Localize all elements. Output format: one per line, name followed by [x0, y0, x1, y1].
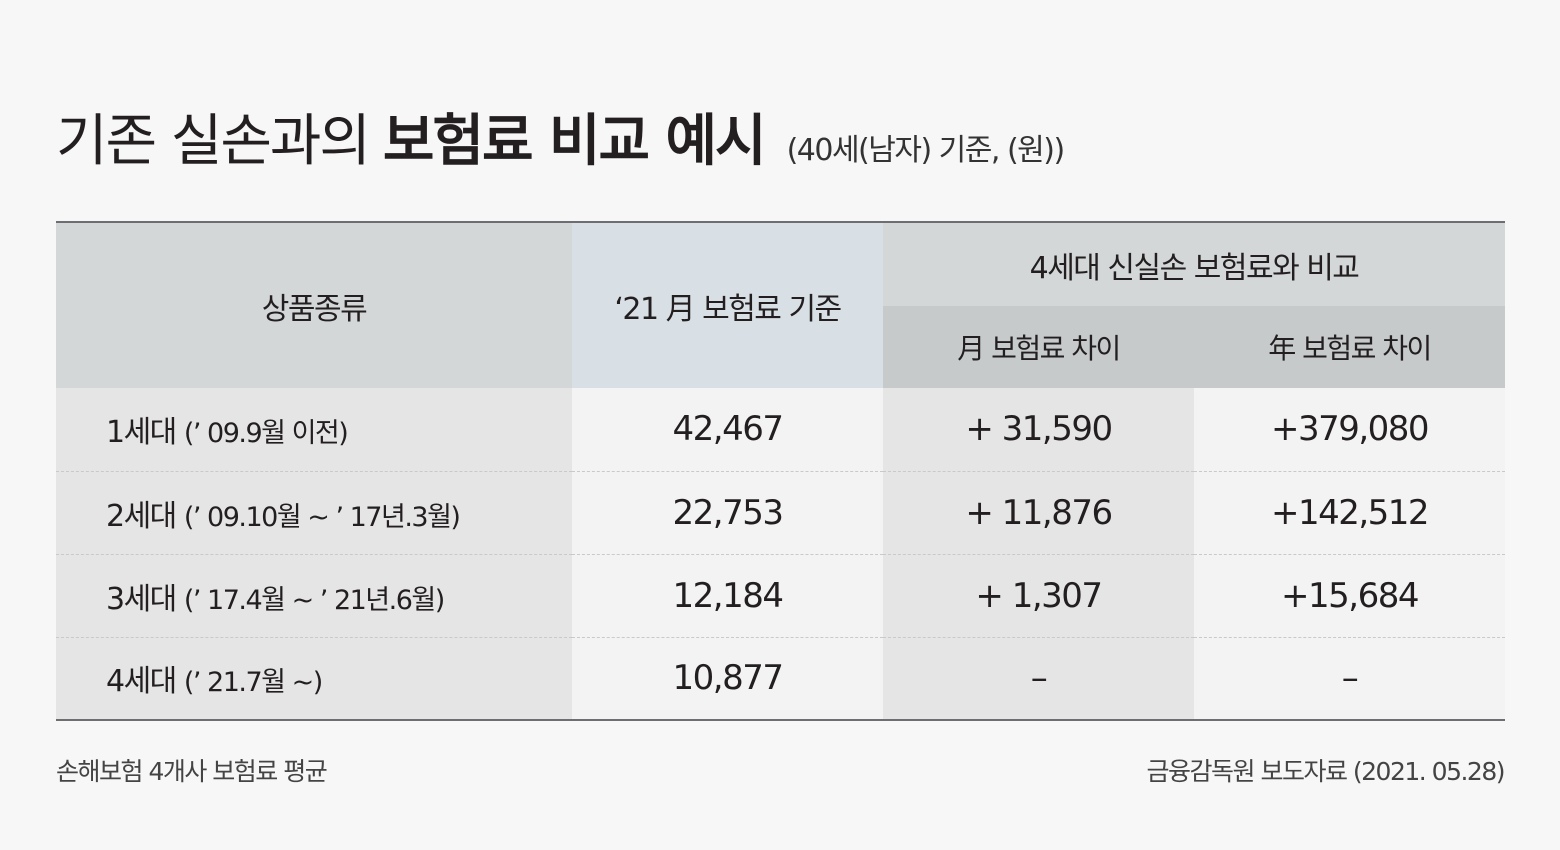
generation-label: 2세대 — [106, 498, 177, 534]
cell-product-type: 1세대 (’ 09.9월 이전) — [56, 388, 572, 471]
generation-label: 4세대 — [106, 664, 177, 700]
header-product-type: 상품종류 — [56, 222, 572, 388]
cell-monthly-diff: + 11,876 — [883, 470, 1194, 554]
cell-premium: 12,184 — [572, 553, 883, 637]
generation-period: (’ 17.4월 ~ ’ 21년.6월) — [183, 584, 445, 616]
title-bold-text: 보험료 비교 예시 — [382, 109, 767, 174]
header-monthly-premium: ‘21 月 보험료 기준 — [572, 222, 883, 388]
title-light-text: 기존 실손과의 — [56, 109, 371, 174]
table-row: 4세대 (’ 21.7월 ~) 10,877 – – — [56, 636, 1506, 720]
footnote: 손해보험 4개사 보험료 평균 — [56, 757, 328, 786]
table-row: 2세대 (’ 09.10월 ~ ’ 17년.3월) 22,753 + 11,87… — [56, 470, 1506, 554]
premium-comparison-table: 상품종류 ‘21 月 보험료 기준 4세대 신실손 보험료와 비교 月 보험료 … — [56, 221, 1506, 721]
cell-premium: 42,467 — [572, 388, 883, 471]
cell-monthly-diff: – — [883, 636, 1194, 720]
header-yearly-diff: 年 보험료 차이 — [1194, 306, 1506, 388]
cell-monthly-diff: + 31,590 — [883, 388, 1194, 471]
cell-product-type: 4세대 (’ 21.7월 ~) — [56, 636, 572, 720]
table-row: 3세대 (’ 17.4월 ~ ’ 21년.6월) 12,184 + 1,307 … — [56, 553, 1506, 637]
header-comparison-group: 4세대 신실손 보험료와 비교 — [883, 222, 1506, 306]
cell-yearly-diff: +379,080 — [1194, 388, 1506, 471]
table-body: 1세대 (’ 09.9월 이전) 42,467 + 31,590 +379,08… — [56, 388, 1506, 720]
generation-label: 1세대 — [106, 415, 177, 451]
cell-yearly-diff: – — [1194, 636, 1506, 720]
generation-period: (’ 21.7월 ~) — [183, 667, 323, 699]
generation-period: (’ 09.9월 이전) — [183, 418, 349, 450]
cell-premium: 22,753 — [572, 470, 883, 554]
generation-period: (’ 09.10월 ~ ’ 17년.3월) — [183, 501, 461, 533]
cell-monthly-diff: + 1,307 — [883, 553, 1194, 637]
table-row: 1세대 (’ 09.9월 이전) 42,467 + 31,590 +379,08… — [56, 388, 1506, 471]
table-header: 상품종류 ‘21 月 보험료 기준 4세대 신실손 보험료와 비교 月 보험료 … — [56, 222, 1506, 388]
cell-yearly-diff: +142,512 — [1194, 470, 1506, 554]
cell-product-type: 3세대 (’ 17.4월 ~ ’ 21년.6월) — [56, 553, 572, 637]
header-monthly-diff: 月 보험료 차이 — [883, 306, 1194, 388]
page-title: 기존 실손과의 보험료 비교 예시 (40세(남자) 기준, (원)) — [56, 96, 1066, 177]
cell-product-type: 2세대 (’ 09.10월 ~ ’ 17년.3월) — [56, 470, 572, 554]
generation-label: 3세대 — [106, 581, 177, 617]
source-credit: 금융감독원 보도자료 (2021. 05.28) — [1146, 757, 1506, 786]
title-subtitle: (40세(남자) 기준, (원)) — [786, 133, 1066, 168]
cell-yearly-diff: +15,684 — [1194, 553, 1506, 637]
cell-premium: 10,877 — [572, 636, 883, 720]
